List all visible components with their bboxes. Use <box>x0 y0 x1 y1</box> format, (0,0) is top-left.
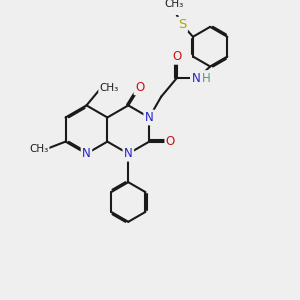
Text: O: O <box>172 50 182 63</box>
Text: CH₃: CH₃ <box>164 0 183 8</box>
Text: N: N <box>82 147 91 160</box>
Text: O: O <box>166 135 175 148</box>
Text: CH₃: CH₃ <box>29 144 48 154</box>
Text: H: H <box>202 72 210 85</box>
Text: O: O <box>135 81 144 94</box>
Text: CH₃: CH₃ <box>100 83 119 93</box>
Text: N: N <box>124 147 133 160</box>
Text: S: S <box>178 18 186 31</box>
Text: N: N <box>191 72 200 85</box>
Text: N: N <box>145 111 154 124</box>
